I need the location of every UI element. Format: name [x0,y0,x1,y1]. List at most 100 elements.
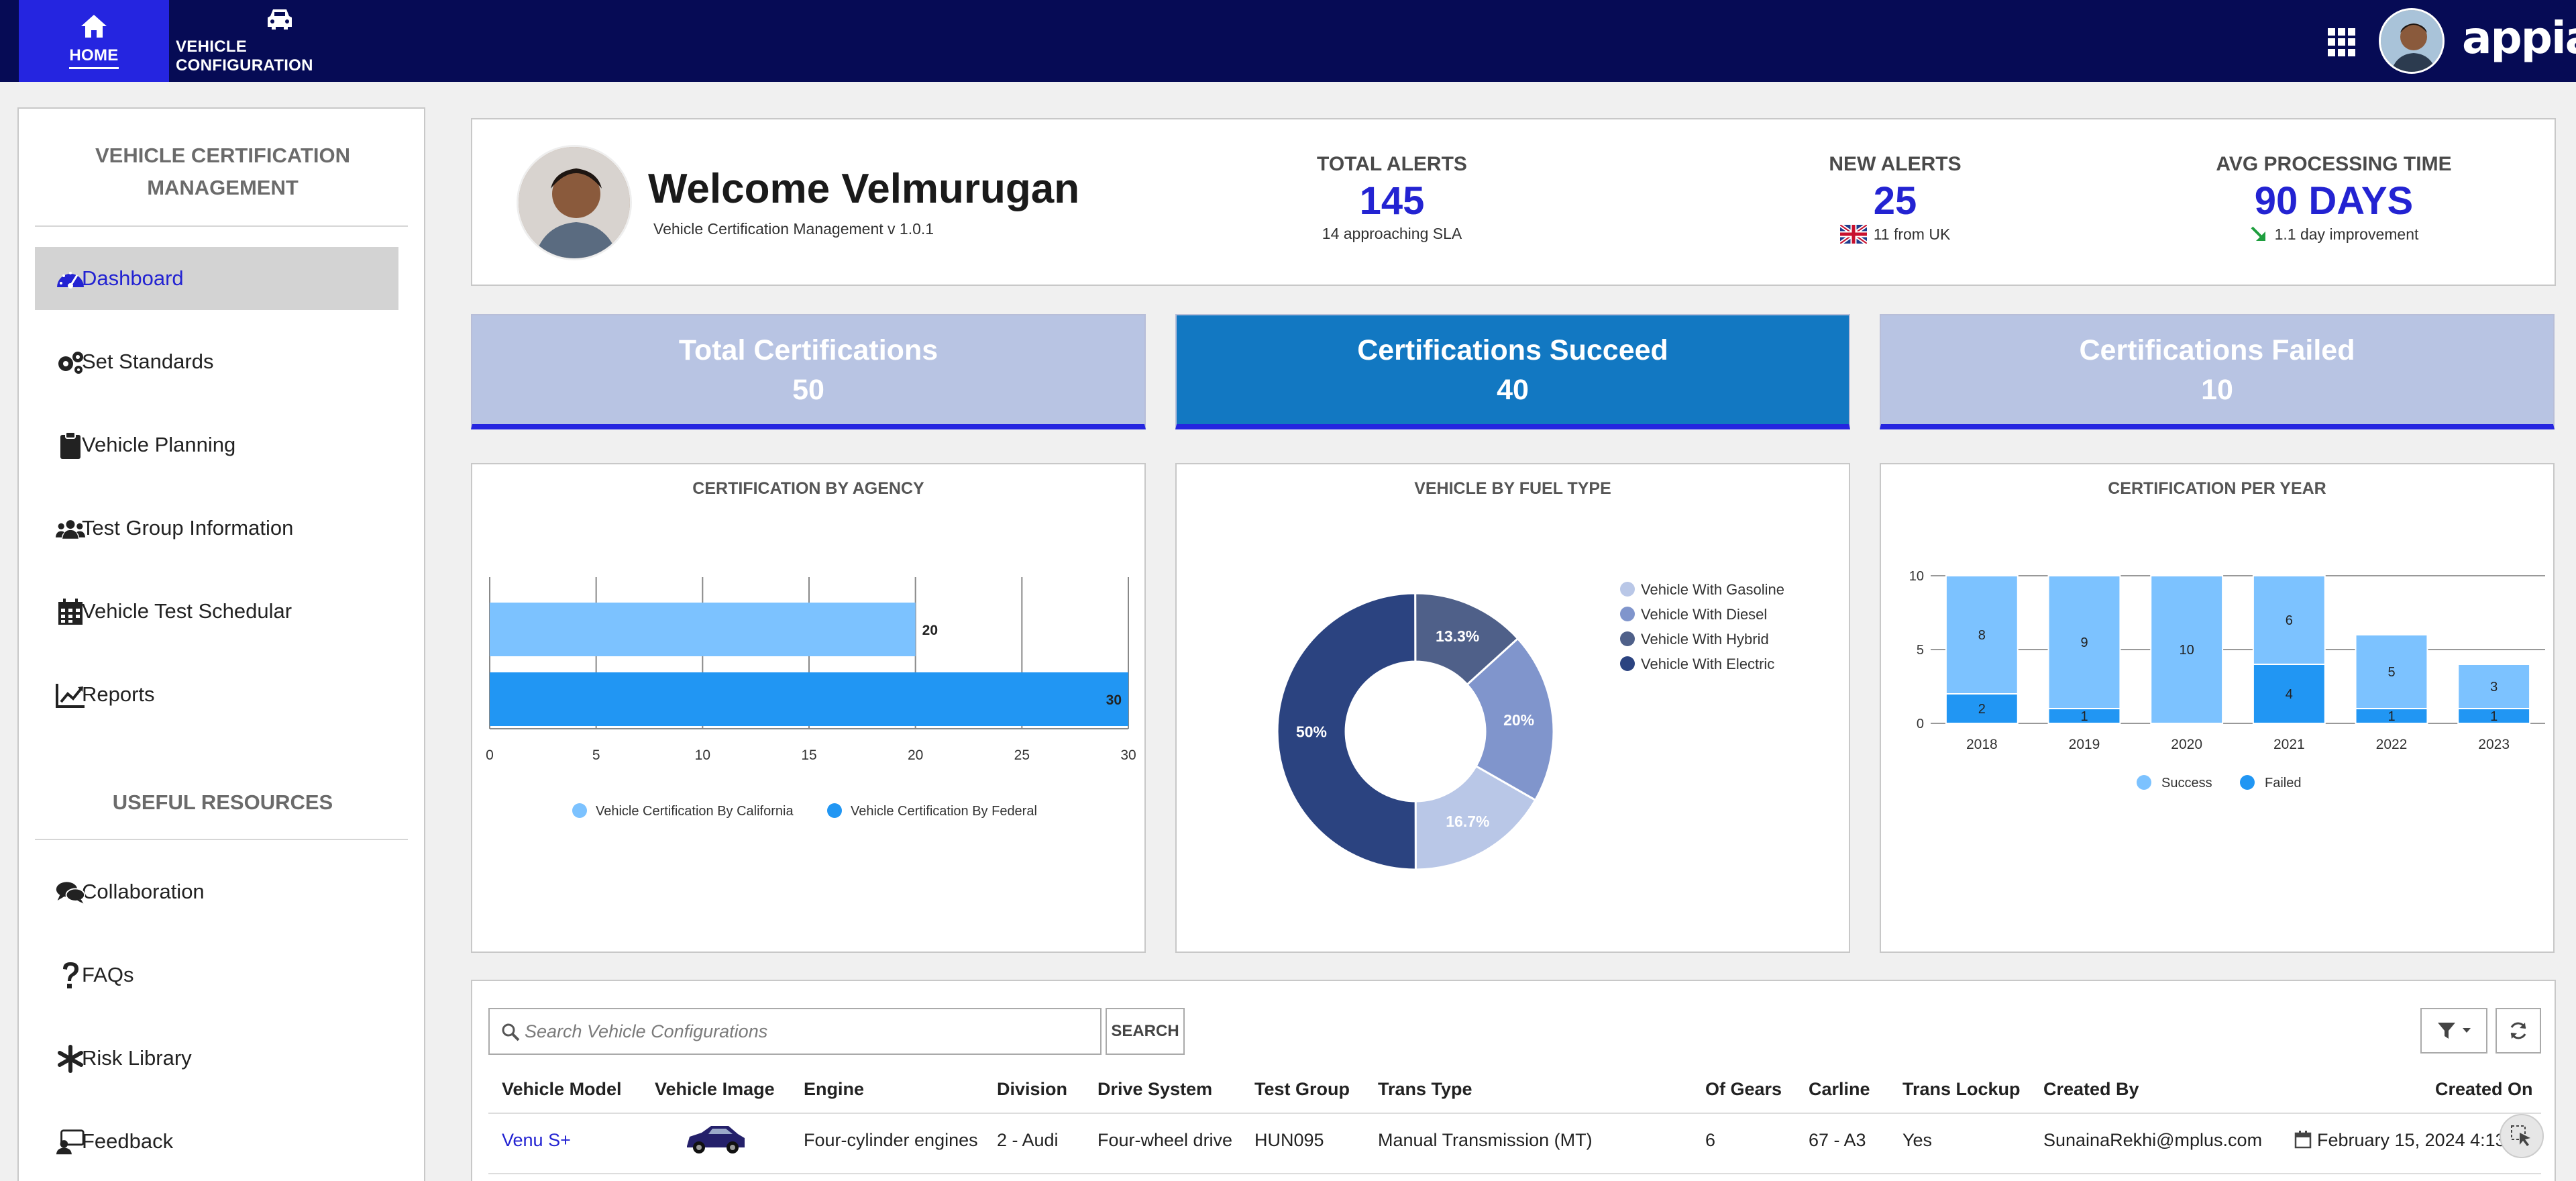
bar-value-label: 1 [2080,709,2088,724]
card-title: Certifications Failed [2079,334,2355,366]
users-icon [55,513,86,544]
agency-bar-chart: 0 5 10 15 20 25 30 20 30 Vehicle Certification By… [486,577,1136,819]
sidebar-item-test-group-information[interactable]: Test Group Information [35,497,398,560]
legend-label: Vehicle With Gasoline [1641,581,1784,598]
legend-swatch [1620,656,1635,671]
column-header[interactable]: Engine [804,1079,865,1099]
x-tick-label: 15 [801,748,816,763]
kpi-value: 25 [1873,179,1917,223]
pie-slice [1414,764,1537,871]
trend-down-arrow-icon [2251,226,2265,241]
vehicle-image [682,1119,749,1162]
column-header[interactable]: Trans Lockup [1902,1079,2021,1099]
column-header[interactable]: Of Gears [1705,1079,1782,1099]
home-icon [81,15,107,38]
bar-value-label: 30 [1106,692,1122,708]
uk-flag-icon [1839,225,1867,244]
bar-value-label: 6 [2286,613,2293,628]
chart-panel-year: CERTIFICATION PER YEAR 0 5 10 2 8 2018 1 9 2019 1… [1880,463,2555,953]
bar-value-label: 1 [2490,709,2498,724]
card-title: Total Certifications [678,334,938,366]
bar-segment [1945,693,2019,724]
apps-grid-icon[interactable] [2328,28,2356,56]
chart-panel-fuel: VEHICLE BY FUEL TYPE 16.7% 20% 13.3% 50% Veh… [1175,463,1850,953]
cell-drive-system: Four-wheel drive [1097,1130,1233,1150]
legend-swatch [827,803,842,818]
column-header[interactable]: Drive System [1097,1079,1213,1099]
kpi-sub: 11 from UK [1744,225,2046,244]
x-tick-label: 2018 [1966,737,1998,752]
pie-slice [1465,637,1555,802]
legend-swatch [1620,631,1635,646]
calendar-icon [2294,1131,2312,1149]
sidebar-item-label: FAQs [82,963,134,986]
sidebar-item-feedback[interactable]: Feedback [35,1110,398,1173]
bar-value-label: 3 [2490,680,2498,695]
card-certifications-failed: Certifications Failed 10 [1880,314,2555,429]
sidebar-item-risk-library[interactable]: Risk Library [35,1027,398,1090]
bar-segment [2150,575,2224,724]
kpi-sub-text: 11 from UK [1873,225,1951,243]
comments-icon [55,877,86,908]
legend-label: Vehicle With Electric [1641,656,1774,672]
column-header[interactable]: Created On [2435,1079,2533,1099]
column-header[interactable]: Division [997,1079,1068,1099]
resources-title: USEFUL RESOURCES [112,790,333,814]
sidebar-item-vehicle-planning[interactable]: Vehicle Planning [35,413,398,476]
x-tick-label: 25 [1014,748,1030,763]
nav-home[interactable]: HOME [19,0,169,82]
sidebar-item-collaboration[interactable]: Collaboration [35,860,398,923]
sidebar-item-vehicle-test-schedular[interactable]: Vehicle Test Schedular [35,580,398,643]
cell-trans-type: Manual Transmission (MT) [1378,1130,1593,1150]
kpi-value: 90 DAYS [2254,179,2414,223]
bar [490,603,916,656]
column-header[interactable]: Vehicle Image [655,1079,775,1099]
sidebar-item-set-standards[interactable]: Set Standards [35,330,398,393]
y-tick-label: 10 [1909,569,1924,584]
floating-action-button[interactable] [2500,1114,2544,1158]
x-tick-label: 2021 [2273,737,2305,752]
sidebar-divider [35,225,408,227]
cell-gears: 6 [1705,1130,1716,1150]
card-value: 10 [2201,374,2233,406]
legend-swatch [2137,775,2151,790]
chart-title: VEHICLE BY FUEL TYPE [1414,479,1611,498]
feedback-icon [55,1127,86,1158]
sidebar-item-label: Test Group Information [82,516,294,540]
gears-icon [55,347,86,378]
kpi-new-alerts: NEW ALERTS 25 11 from UK [1744,153,2046,244]
sidebar-item-reports[interactable]: Reports [35,663,398,726]
question-icon [55,960,86,991]
column-header[interactable]: Vehicle Model [502,1079,622,1099]
chevron-down-icon [2463,1028,2471,1033]
bar-segment [2355,634,2428,709]
kpi-sub: 1.1 day improvement [2183,225,2485,244]
x-tick-label: 2020 [2171,737,2202,752]
legend-swatch [1620,607,1635,621]
car-icon [268,9,292,30]
slice-label: 13.3% [1436,627,1479,645]
slice-label: 50% [1296,723,1327,740]
column-header[interactable]: Test Group [1254,1079,1350,1099]
x-tick-label: 30 [1120,748,1136,763]
search-input[interactable]: Search Vehicle Configurations [488,1008,1102,1055]
filter-button[interactable] [2420,1008,2487,1054]
refresh-button[interactable] [2496,1008,2541,1054]
column-header[interactable]: Created By [2043,1079,2139,1099]
user-avatar[interactable] [2379,8,2445,74]
top-nav: HOME VEHICLE CONFIGURATION appian [0,0,2576,82]
kpi-sub-text: 14 approaching SLA [1322,225,1462,242]
x-tick-label: 2019 [2069,737,2100,752]
card-value: 40 [1497,374,1529,406]
nav-vehicle-configuration-label: VEHICLE CONFIGURATION [176,38,313,74]
sidebar-item-faqs[interactable]: FAQs [35,943,398,1007]
column-header[interactable]: Trans Type [1378,1079,1472,1099]
sidebar-item-label: Vehicle Planning [82,433,236,456]
search-button[interactable]: SEARCH [1106,1008,1185,1055]
asterisk-icon [55,1043,86,1074]
sidebar-item-dashboard[interactable]: Dashboard [35,247,398,310]
vehicle-model-link[interactable]: Venu S+ [502,1130,571,1150]
nav-vehicle-configuration[interactable]: VEHICLE CONFIGURATION [176,0,384,82]
kpi-sub: 14 approaching SLA [1241,225,1543,243]
column-header[interactable]: Carline [1809,1079,1870,1099]
